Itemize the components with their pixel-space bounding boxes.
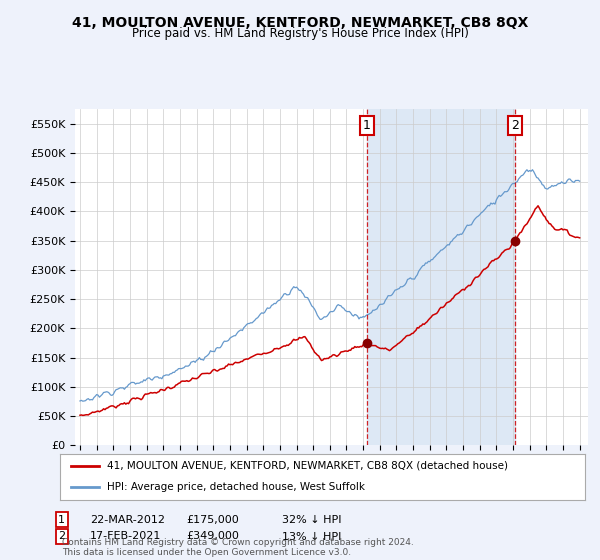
Text: 41, MOULTON AVENUE, KENTFORD, NEWMARKET, CB8 8QX: 41, MOULTON AVENUE, KENTFORD, NEWMARKET,…	[72, 16, 528, 30]
Text: 17-FEB-2021: 17-FEB-2021	[90, 531, 161, 542]
Text: 32% ↓ HPI: 32% ↓ HPI	[282, 515, 341, 525]
Text: £175,000: £175,000	[186, 515, 239, 525]
Text: 2: 2	[511, 119, 519, 132]
Text: 1: 1	[58, 515, 65, 525]
Text: 22-MAR-2012: 22-MAR-2012	[90, 515, 165, 525]
Bar	[367, 109, 515, 445]
Text: 41, MOULTON AVENUE, KENTFORD, NEWMARKET, CB8 8QX (detached house): 41, MOULTON AVENUE, KENTFORD, NEWMARKET,…	[107, 461, 508, 471]
Text: Contains HM Land Registry data © Crown copyright and database right 2024.
This d: Contains HM Land Registry data © Crown c…	[62, 538, 413, 557]
Text: Price paid vs. HM Land Registry's House Price Index (HPI): Price paid vs. HM Land Registry's House …	[131, 27, 469, 40]
Text: 1: 1	[363, 119, 371, 132]
Text: HPI: Average price, detached house, West Suffolk: HPI: Average price, detached house, West…	[107, 482, 365, 492]
Text: 13% ↓ HPI: 13% ↓ HPI	[282, 531, 341, 542]
Text: 2: 2	[58, 531, 65, 542]
Text: £349,000: £349,000	[186, 531, 239, 542]
